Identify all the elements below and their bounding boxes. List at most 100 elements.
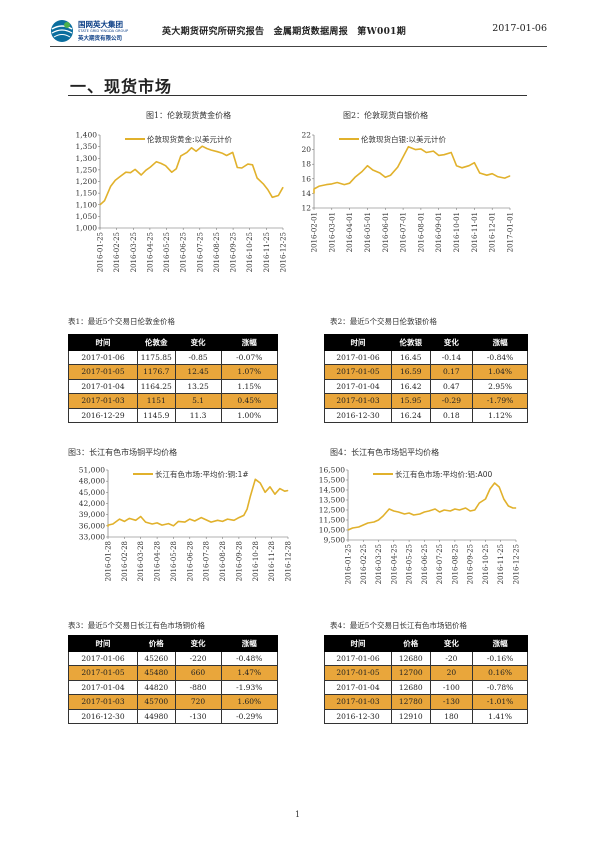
table-row: 2017-01-06 16.45 -0.14 -0.84%: [324, 349, 528, 365]
table-cell: 2017-01-06: [68, 349, 138, 365]
data-point: [254, 478, 256, 480]
x-tick-label: 2016-02-01: [311, 212, 319, 252]
x-tick-label: 2016-07-25: [196, 232, 204, 272]
table-cell: 0.18: [429, 407, 474, 423]
x-tick-label: 2016-09-01: [435, 212, 443, 252]
data-point: [459, 509, 460, 511]
table-row: 2017-01-05 1176.7 12.45 1.07%: [68, 364, 279, 380]
table-cell: 45480: [136, 665, 176, 681]
data-point: [256, 177, 258, 179]
data-point: [491, 173, 493, 175]
figure-caption: 图1：伦敦现货黄金价格: [146, 111, 232, 120]
table-cell: -1.93%: [220, 679, 279, 695]
data-point: [221, 152, 223, 154]
data-point: [201, 145, 203, 147]
data-point: [217, 151, 218, 153]
data-point: [408, 146, 409, 148]
table-cell: 720: [174, 694, 222, 710]
data-point: [358, 526, 360, 528]
report-title: 英大期货研究所研究报告 金属期货数据周报 第W001期: [162, 27, 406, 37]
data-point: [175, 168, 177, 170]
data-point: [110, 185, 112, 187]
column-header: 时间: [68, 635, 138, 652]
table-cell: 13.25: [174, 378, 222, 394]
aluminum-price-chart: 9,50010,50011,50012,50013,50014,50015,50…: [319, 466, 521, 585]
table-caption: 表3：最近5个交易日长江有色市场铜价格: [68, 621, 206, 630]
x-tick-label: 2016-09-25: [230, 232, 238, 272]
x-tick-label: 2016-02-25: [113, 232, 121, 272]
table-caption: 表2：最近5个交易日伦敦银价格: [330, 317, 438, 326]
data-point: [130, 172, 131, 174]
data-point: [124, 521, 125, 522]
legend-label: 伦敦现货黄金:以美元计价: [147, 134, 233, 144]
data-point: [156, 522, 158, 524]
x-tick-label: 2016-03-01: [328, 212, 336, 252]
data-point: [382, 515, 384, 517]
data-point: [160, 163, 162, 164]
table-cell: 2017-01-06: [68, 650, 138, 666]
table-cell: 12910: [390, 708, 431, 724]
data-point: [378, 519, 379, 521]
data-point: [313, 193, 315, 194]
x-tick-label: 2016-10-25: [246, 232, 254, 272]
table-cell: 44820: [136, 679, 176, 695]
table-cell: 660: [174, 665, 222, 681]
data-point: [372, 169, 374, 171]
data-point: [210, 521, 212, 523]
data-point: [171, 171, 173, 173]
data-point: [461, 167, 463, 169]
x-tick-label: 2016-03-28: [137, 541, 145, 581]
data-point: [267, 189, 269, 190]
table-cell: 2017-01-05: [324, 364, 392, 380]
x-tick-label: 2016-04-25: [390, 544, 398, 584]
y-tick-label: 16: [301, 174, 311, 183]
x-tick-label: 2016-07-01: [400, 212, 408, 252]
data-point: [504, 177, 506, 179]
table-cell: 2017-01-05: [68, 665, 138, 681]
x-tick-label: 2016-01-28: [105, 541, 113, 581]
data-point: [349, 182, 350, 184]
data-point: [486, 174, 488, 176]
table-header-row: 时间 价格 变化 涨幅: [68, 635, 279, 652]
table-row: 2016-12-29 1145.9 11.3 1.00%: [68, 407, 279, 423]
x-tick-label: 2016-03-25: [375, 544, 383, 584]
table-cell: 2017-01-06: [324, 650, 392, 666]
table-cell: 44980: [136, 708, 176, 724]
data-point: [107, 526, 109, 527]
y-tick-label: 20: [301, 145, 311, 154]
table-row: 2017-01-04 44820 -880 -1.93%: [68, 679, 279, 695]
data-point: [503, 498, 505, 500]
table-cell: 1.41%: [472, 708, 528, 724]
table-row: 2017-01-06 1175.85 -0.85 -0.07%: [68, 349, 279, 365]
table-cell: -220: [174, 650, 222, 666]
x-tick-label: 2016-11-25: [497, 544, 505, 584]
column-header: 时间: [68, 334, 138, 351]
data-point: [515, 507, 517, 509]
table-cell: 2017-01-03: [68, 694, 138, 710]
data-point: [425, 152, 427, 153]
table-row: 2017-01-06 45260 -220 -0.48%: [68, 650, 279, 666]
report-date: 2017-01-06: [492, 23, 547, 34]
table-cell: 45700: [136, 694, 176, 710]
column-header: 价格: [136, 635, 176, 652]
data-point: [419, 513, 421, 515]
data-point: [287, 490, 289, 491]
x-tick-label: 2016-07-25: [436, 544, 444, 584]
table-cell: -0.14: [429, 349, 474, 365]
x-tick-label: 2017-01-01: [507, 212, 515, 252]
y-tick-label: 22: [301, 131, 311, 140]
table-cell: 12680: [390, 679, 431, 695]
table-cell: 1.04%: [472, 364, 528, 380]
table-cell: -1.79%: [472, 393, 528, 409]
y-tick-label: 39,000: [79, 510, 105, 519]
x-tick-label: 2016-01-25: [345, 544, 353, 584]
x-tick-label: 2016-12-28: [285, 541, 293, 581]
table-cell: 1175.85: [136, 349, 176, 365]
y-tick-label: 42,000: [79, 499, 105, 508]
series-line: [107, 478, 289, 527]
x-tick-label: 2016-08-25: [451, 544, 459, 584]
data-point: [99, 204, 101, 206]
data-point: [264, 491, 266, 493]
y-tick-label: 1,100: [76, 200, 98, 209]
data-point: [413, 514, 415, 516]
